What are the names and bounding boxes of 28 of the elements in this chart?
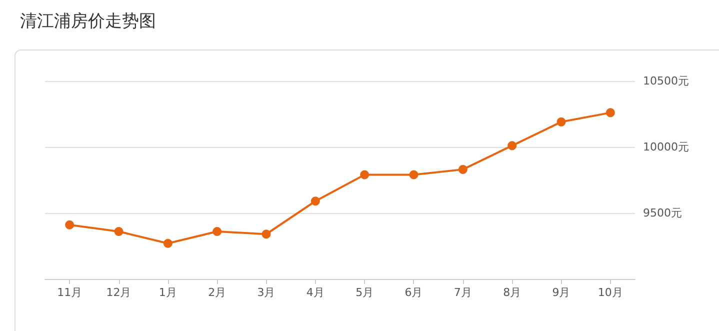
x-tick-label: 3月	[257, 286, 276, 299]
point	[65, 220, 74, 230]
x-tick-label: 7月	[454, 286, 472, 299]
x-tick-label: 2月	[208, 286, 226, 299]
x-tick-label: 11月	[57, 286, 82, 299]
point	[458, 164, 468, 174]
point	[508, 141, 517, 150]
point	[310, 196, 320, 206]
x-tick-label: 5月	[356, 286, 374, 299]
point	[262, 230, 271, 239]
point	[212, 226, 222, 236]
y-tick-label: 10000元	[643, 140, 689, 154]
point	[606, 108, 615, 118]
x-tick-label: 12月	[106, 286, 132, 299]
point	[360, 170, 370, 180]
chart-title: 清江浦房价走势图	[20, 12, 156, 32]
y-tick-label: 9500元	[643, 206, 682, 220]
point	[556, 117, 566, 126]
point	[114, 226, 124, 236]
x-tick-label: 8月	[503, 286, 522, 299]
y-tick-label: 10500元	[643, 74, 689, 88]
x-tick-label: 6月	[404, 286, 423, 299]
x-tick-label: 4月	[306, 286, 324, 299]
x-tick-label: 10月	[598, 286, 623, 299]
x-tick-label: 9月	[552, 286, 570, 299]
point	[163, 238, 172, 248]
x-tick-label: 1月	[158, 286, 177, 299]
point	[409, 170, 418, 180]
